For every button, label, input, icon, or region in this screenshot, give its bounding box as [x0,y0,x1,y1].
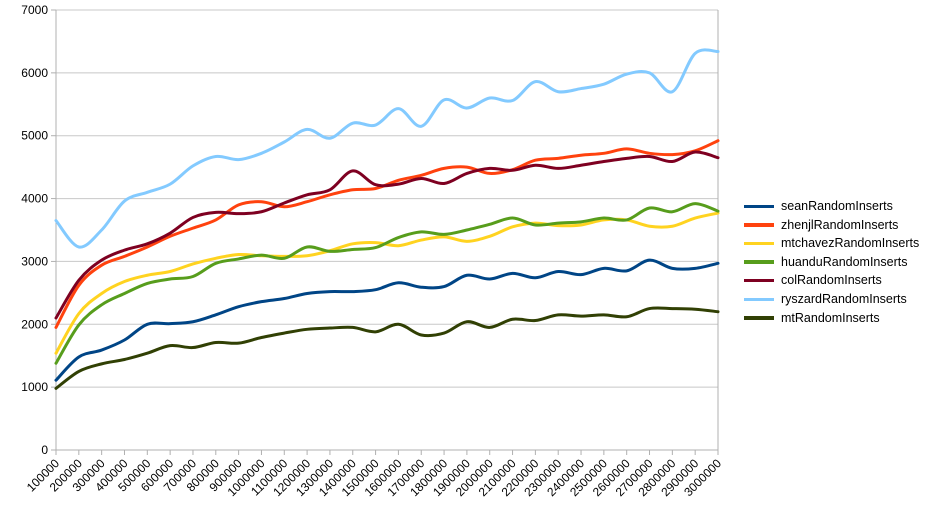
series-line-colRandomInserts [54,150,720,320]
legend-line-swatch [744,260,774,264]
series-line-huanduRandomInserts [54,202,720,365]
legend-item-ryszardRandomInserts: ryszardRandomInserts [744,290,919,309]
series-line-mtchavezRandomInserts [54,211,720,355]
legend-line-swatch [744,297,774,302]
legend-label: ryszardRandomInserts [781,292,907,307]
y-axis-tick-label: 6000 [21,66,48,80]
legend-item-mtRandomInserts: mtRandomInserts [744,309,919,328]
legend-item-mtchavezRandomInserts: mtchavezRandomInserts [744,234,919,253]
y-axis-tick-label: 1000 [21,380,48,394]
legend-line-swatch [744,204,774,209]
legend-line-swatch [744,316,774,320]
legend-label: huanduRandomInserts [781,254,908,269]
series-line-seanRandomInserts [54,258,720,382]
legend-item-zhenjlRandomInserts: zhenjlRandomInserts [744,216,919,235]
y-axis-tick-label: 7000 [21,3,48,17]
series-line-zhenjlRandomInserts [54,139,720,329]
y-axis-tick-label: 0 [41,443,48,457]
legend-label: zhenjlRandomInserts [781,217,899,232]
legend-line-swatch [744,278,774,283]
legend-line-swatch [744,241,774,246]
chart-legend: seanRandomInserts zhenjlRandomInserts mtch… [744,197,919,327]
series-line-mtRandomInserts [54,306,720,390]
y-axis-tick-label: 3000 [21,254,48,268]
legend-label: seanRandomInserts [781,199,893,214]
y-axis-tick-label: 2000 [21,317,48,331]
y-axis-tick-label: 4000 [21,192,48,206]
legend-item-huanduRandomInserts: huanduRandomInserts [744,253,919,272]
legend-item-seanRandomInserts: seanRandomInserts [744,197,919,216]
legend-label: mtchavezRandomInserts [781,236,920,251]
legend-item-colRandomInserts: colRandomInserts [744,271,919,290]
legend-line-swatch [744,223,774,227]
y-axis-tick-label: 5000 [21,129,48,143]
series-line-ryszardRandomInserts [54,48,720,249]
legend-label: mtRandomInserts [781,310,880,325]
legend-label: colRandomInserts [781,273,882,288]
